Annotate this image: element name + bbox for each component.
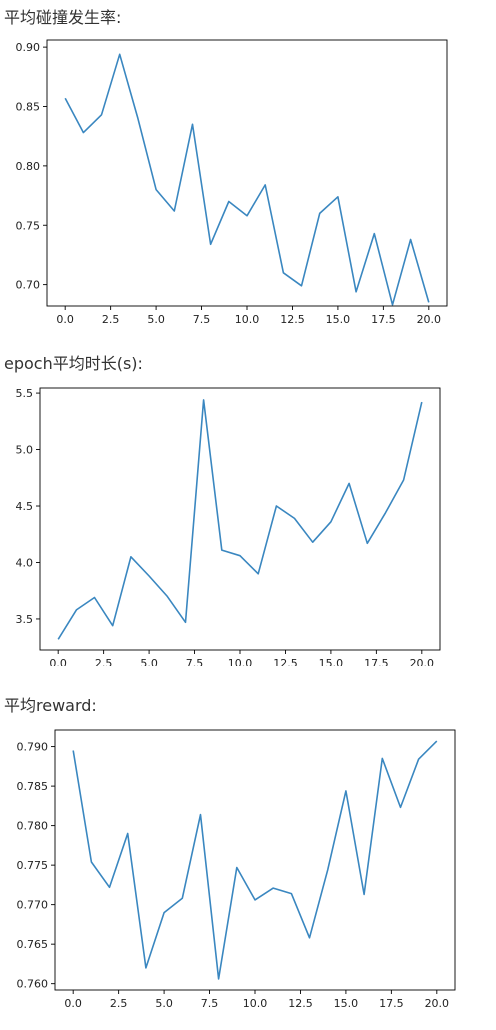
- x-tick-label: 7.5: [186, 657, 204, 666]
- y-tick-label: 0.85: [16, 101, 41, 114]
- y-tick-label: 0.770: [17, 899, 49, 912]
- x-tick-label: 15.0: [334, 997, 359, 1010]
- y-tick-label: 0.785: [17, 780, 49, 793]
- x-tick-label: 17.5: [379, 997, 404, 1010]
- y-tick-label: 0.780: [17, 820, 49, 833]
- x-tick-label: 20.0: [417, 313, 442, 326]
- x-tick-label: 15.0: [326, 313, 351, 326]
- chart-1-collision-rate: 0.0 2.5 5.0 7.5 10.0 12.5 15.0 17.5 20.0 0.70 0.75…: [16, 39, 448, 326]
- x-tick-label: 15.0: [319, 657, 344, 666]
- chart-3-reward: 0.0 2.5 5.0 7.5 10.0 12.5 15.0 17.5 20.0 0.760 0.7…: [17, 729, 456, 1010]
- x-tick-label: 20.0: [425, 997, 450, 1010]
- x-tick-label: 0.0: [56, 313, 74, 326]
- plot-frame: [39, 387, 441, 651]
- x-tick-label: 10.0: [228, 657, 253, 666]
- y-tick-label: 4.5: [16, 500, 34, 513]
- x-tick-label: 5.0: [140, 657, 158, 666]
- y-tick-label: 5.5: [16, 387, 34, 400]
- x-tick-label: 0.0: [64, 997, 82, 1010]
- x-tick-label: 17.5: [364, 657, 389, 666]
- y-tick-label: 3.5: [16, 613, 34, 626]
- y-tick-label: 4.0: [16, 556, 34, 569]
- x-tick-label: 7.5: [193, 313, 211, 326]
- y-tick-label: 0.790: [17, 741, 49, 754]
- x-tick-label: 12.5: [288, 997, 313, 1010]
- y-tick-label: 0.775: [17, 859, 49, 872]
- y-tick-label: 5.0: [16, 444, 34, 457]
- x-tick-label: 5.0: [147, 313, 165, 326]
- y-tick-label: 0.70: [16, 279, 41, 292]
- x-tick-label: 7.5: [201, 997, 219, 1010]
- series-line: [57, 399, 423, 640]
- x-tick-label: 20.0: [410, 657, 435, 666]
- chart-3-caption: 平均reward:: [4, 696, 97, 715]
- y-tick-label: 0.765: [17, 938, 49, 951]
- chart-2-epoch-duration: 0.0 2.5 5.0 7.5 10.0 12.5 15.0 17.5 20.0 3.5 4.0 4.…: [16, 387, 441, 666]
- y-tick-label: 0.90: [16, 41, 41, 54]
- x-tick-label: 5.0: [155, 997, 173, 1010]
- chart-1-caption: 平均碰撞发生率:: [4, 8, 122, 27]
- y-tick-label: 0.760: [17, 978, 49, 991]
- plot-frame: [46, 39, 448, 307]
- x-tick-label: 0.0: [49, 657, 67, 666]
- x-tick-label: 12.5: [273, 657, 298, 666]
- x-tick-label: 12.5: [280, 313, 305, 326]
- chart-2-caption: epoch平均时长(s):: [4, 354, 143, 373]
- y-tick-label: 0.80: [16, 160, 41, 173]
- x-tick-label: 10.0: [243, 997, 268, 1010]
- x-tick-label: 17.5: [371, 313, 396, 326]
- x-tick-label: 2.5: [102, 313, 120, 326]
- x-tick-label: 2.5: [110, 997, 128, 1010]
- series-line: [64, 53, 430, 306]
- series-line: [72, 740, 438, 980]
- x-tick-label: 10.0: [235, 313, 260, 326]
- y-tick-label: 0.75: [16, 219, 41, 232]
- plot-frame: [54, 729, 456, 991]
- x-tick-label: 2.5: [95, 657, 113, 666]
